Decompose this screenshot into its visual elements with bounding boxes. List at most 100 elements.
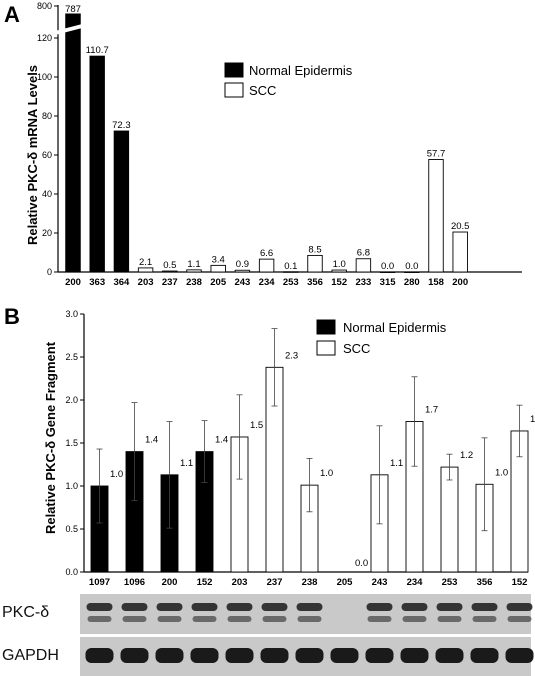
- bar: [258, 258, 275, 273]
- y-tick-label: 3.0: [65, 309, 78, 319]
- bar: [379, 271, 396, 273]
- blot-band: [85, 648, 114, 663]
- blot-band: [297, 616, 322, 622]
- blot-band: [506, 603, 533, 611]
- blot-band: [191, 603, 218, 611]
- bar: [307, 254, 323, 273]
- legend-label-normal: Normal Epidermis: [249, 63, 353, 78]
- data-label: 2.1: [139, 257, 152, 268]
- blot-band: [261, 603, 288, 611]
- x-tick-label: 234: [259, 277, 276, 288]
- x-tick-label: 356: [307, 277, 323, 288]
- blot-band: [296, 603, 323, 611]
- legend-label-scc: SCC: [249, 83, 276, 98]
- data-label: 1.0: [110, 469, 123, 480]
- data-label: 3.4: [212, 254, 225, 265]
- x-tick-label: 243: [234, 277, 250, 288]
- x-tick-label: 364: [113, 277, 130, 288]
- data-label: 0.1: [284, 261, 297, 272]
- data-label: 57.7: [427, 148, 446, 159]
- data-label: 1.0: [320, 468, 333, 479]
- bar: [210, 264, 226, 273]
- bar: [65, 13, 81, 273]
- blot-band: [260, 648, 289, 663]
- legend-swatch-scc: [316, 340, 336, 356]
- y-tick-label: 2.5: [65, 352, 78, 362]
- bar: [428, 159, 444, 273]
- blot-band: [227, 616, 252, 622]
- x-tick-label: 237: [162, 277, 178, 288]
- data-label: 1.0: [495, 467, 508, 478]
- bar: [355, 258, 372, 273]
- y-tick-label: 40: [42, 189, 52, 199]
- x-tick-label: 158: [428, 277, 444, 288]
- y-tick-label: 120: [37, 33, 52, 43]
- data-label: 6.8: [357, 248, 370, 259]
- bar: [89, 55, 105, 273]
- data-label: 1.1: [180, 458, 193, 469]
- blot-band: [120, 648, 149, 663]
- legend-label-normal: Normal Epidermis: [343, 320, 447, 335]
- x-tick-label: 152: [512, 577, 528, 588]
- blot-band: [472, 616, 497, 622]
- x-tick-label: 200: [162, 577, 178, 588]
- blot-band: [471, 603, 498, 611]
- y-tick-label: 1.5: [65, 438, 78, 448]
- blot-band: [86, 603, 113, 611]
- x-tick-label: 356: [477, 577, 493, 588]
- data-label: 8.5: [308, 244, 321, 255]
- blot-label-pkc-delta: PKC-δ: [2, 604, 50, 621]
- data-label: 1.4: [215, 435, 228, 446]
- blot-band: [157, 616, 182, 622]
- legend-swatch-normal: [316, 319, 336, 335]
- bar: [113, 130, 130, 273]
- blot-band: [121, 603, 148, 611]
- x-tick-label: 1097: [89, 577, 110, 588]
- data-label: 0.0: [381, 261, 394, 272]
- blot-band: [365, 648, 394, 663]
- x-tick-label: 152: [197, 577, 213, 588]
- blot-strip: [80, 594, 531, 634]
- blot-band: [262, 616, 287, 622]
- bar: [452, 231, 468, 273]
- data-label: 0.5: [163, 260, 176, 271]
- data-label: 1.7: [425, 405, 438, 416]
- blot-band: [192, 616, 217, 622]
- blot-band: [470, 648, 499, 663]
- x-tick-label: 152: [331, 277, 347, 288]
- blot-band: [295, 648, 324, 663]
- blot-band: [226, 603, 253, 611]
- y-tick-label: 60: [42, 150, 52, 160]
- y-tick-label: 0: [47, 267, 52, 277]
- blot-band: [122, 616, 147, 622]
- legend-swatch-scc: [224, 82, 244, 98]
- bar: [440, 466, 459, 573]
- x-tick-label: 203: [138, 277, 154, 288]
- bar: [234, 269, 251, 273]
- blot-band: [435, 648, 464, 663]
- y-axis-label: Relative PKC-δ mRNA Levels: [25, 65, 40, 245]
- data-label: 0.9: [236, 259, 249, 270]
- data-label: 6.6: [260, 248, 273, 259]
- blot-band: [155, 648, 184, 663]
- bar: [186, 269, 202, 273]
- x-tick-label: 237: [267, 577, 283, 588]
- x-tick-label: 203: [232, 577, 248, 588]
- data-label: 0.0: [355, 558, 368, 569]
- blot-band: [505, 648, 534, 663]
- bar: [404, 271, 420, 273]
- bar: [331, 269, 347, 273]
- data-label: 0.0: [405, 261, 418, 272]
- y-tick-label: 20: [42, 228, 52, 238]
- x-tick-label: 253: [442, 577, 458, 588]
- blot-band: [225, 648, 254, 663]
- x-tick-label: 200: [452, 277, 468, 288]
- x-tick-label: 205: [337, 577, 354, 588]
- x-tick-label: 315: [380, 277, 397, 288]
- x-tick-label: 238: [186, 277, 202, 288]
- bar: [162, 270, 178, 273]
- blot-band: [330, 648, 359, 663]
- y-tick-label: 100: [37, 72, 52, 82]
- data-label: 1.1: [187, 259, 200, 270]
